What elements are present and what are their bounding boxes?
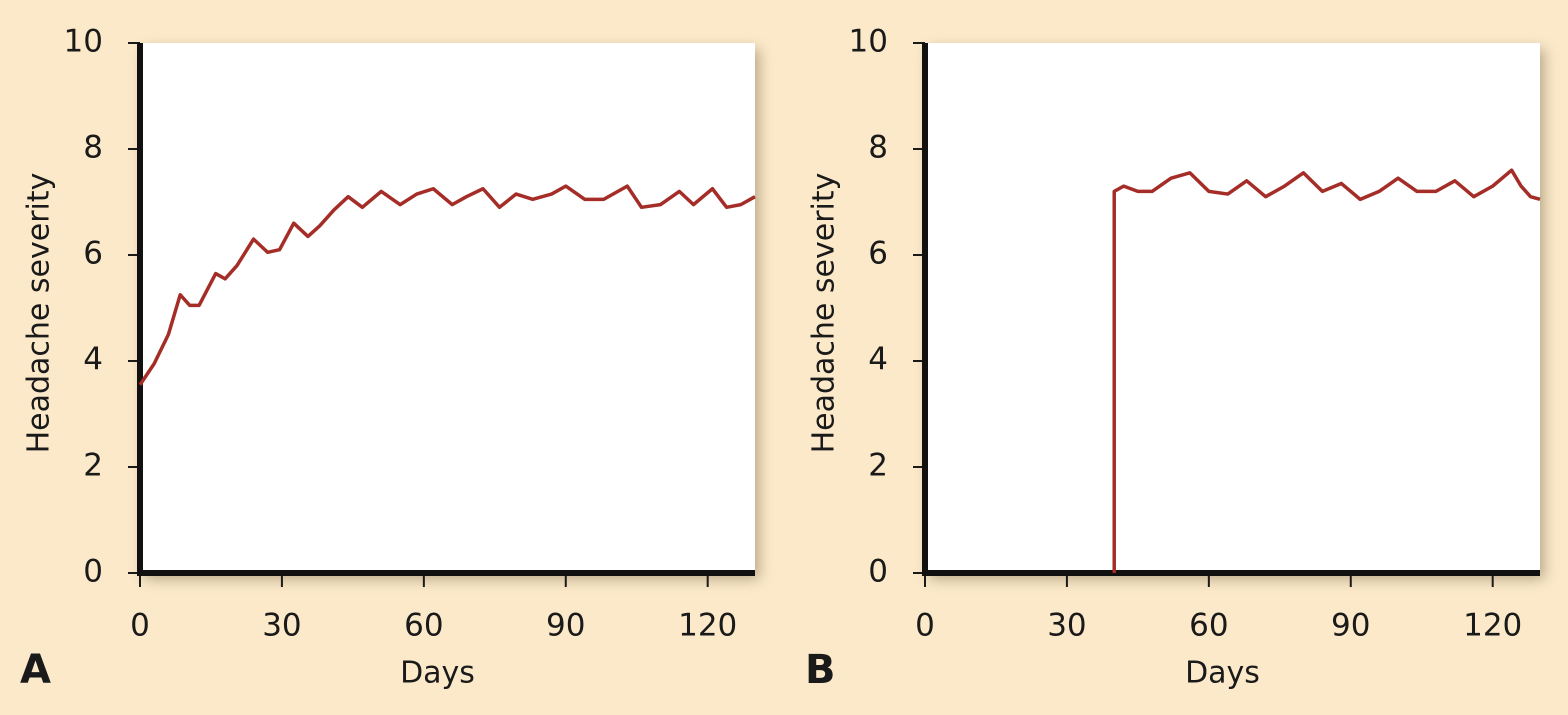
x-tick-label: 60 [404, 608, 443, 644]
data-line [1112, 168, 1541, 573]
x-tick-label: 90 [546, 608, 585, 644]
y-tick-label: 0 [83, 554, 103, 590]
x-tick-label: 0 [915, 608, 935, 644]
y-tick-label: 8 [868, 130, 888, 166]
x-tick-label: 0 [130, 608, 150, 644]
y-axis-label: Headache severity [22, 173, 57, 454]
panel: 0 2 4 6 8 10 0 30 60 90 120 Headache severity Days A [20, 24, 759, 693]
y-tick-label: 2 [83, 448, 103, 484]
panel: 0 2 4 6 8 10 0 30 60 90 120 Headache severity Days B [805, 24, 1544, 693]
x-tick-label: 120 [678, 608, 737, 644]
plot-area [140, 43, 755, 573]
y-tick-label: 10 [64, 24, 103, 60]
x-tick-label: 30 [262, 608, 301, 644]
panel-label: A [20, 647, 51, 693]
y-tick-label: 10 [849, 24, 888, 60]
x-axis-label: Days [400, 656, 475, 691]
x-tick-label: 90 [1331, 608, 1370, 644]
panel-label: B [805, 647, 836, 693]
y-tick-label: 8 [83, 130, 103, 166]
x-tick-label: 120 [1463, 608, 1522, 644]
x-tick-label: 30 [1047, 608, 1086, 644]
plot-area [925, 43, 1540, 573]
y-tick-label: 4 [83, 342, 103, 378]
x-tick-label: 60 [1189, 608, 1228, 644]
y-tick-label: 2 [868, 448, 888, 484]
y-tick-label: 0 [868, 554, 888, 590]
y-tick-label: 6 [83, 236, 103, 272]
y-tick-label: 4 [868, 342, 888, 378]
y-tick-label: 6 [868, 236, 888, 272]
x-axis-label: Days [1185, 656, 1260, 691]
data-line [138, 184, 756, 386]
y-axis-label: Headache severity [807, 173, 842, 454]
